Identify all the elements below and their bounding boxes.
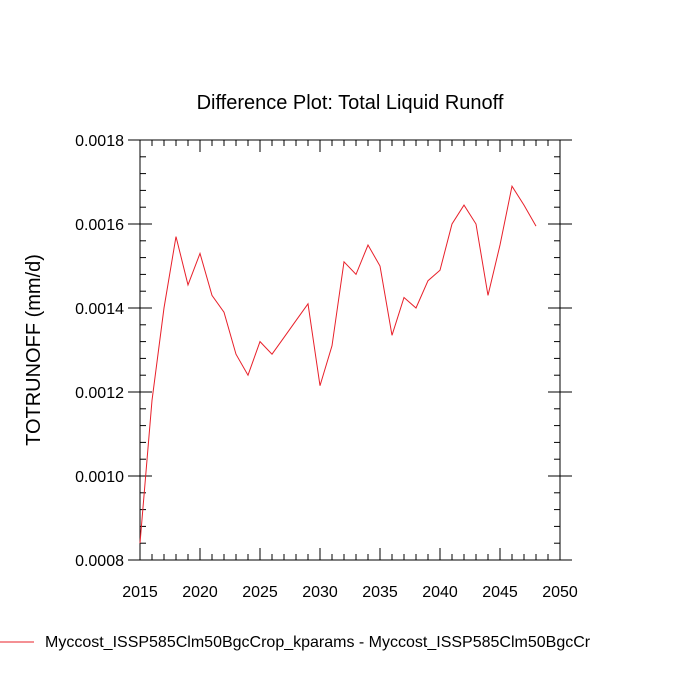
x-tick-label: 2040 bbox=[422, 584, 458, 601]
axis-ticks bbox=[128, 139, 572, 561]
y-tick-label: 0.0016 bbox=[75, 217, 124, 234]
x-tick-label: 2035 bbox=[362, 584, 398, 601]
y-axis-label: TOTRUNOFF (mm/d) bbox=[23, 254, 45, 446]
legend: Myccost_ISSP585Clm50BgcCrop_kparams - My… bbox=[0, 634, 591, 651]
y-tick-label: 0.0014 bbox=[75, 301, 124, 318]
x-tick-label: 2015 bbox=[122, 584, 158, 601]
y-tick-labels: 0.0008 0.0010 0.0012 0.0014 0.0016 0.0018 bbox=[75, 133, 124, 570]
y-tick-label: 0.0012 bbox=[75, 385, 124, 402]
x-tick-label: 2030 bbox=[302, 584, 338, 601]
x-tick-labels: 2015 2020 2025 2030 2035 2040 2045 2050 bbox=[122, 584, 578, 601]
legend-label: Myccost_ISSP585Clm50BgcCrop_kparams - My… bbox=[45, 634, 591, 651]
series-group bbox=[139, 184, 537, 544]
series-line bbox=[139, 184, 537, 544]
chart-title: Difference Plot: Total Liquid Runoff bbox=[197, 92, 504, 114]
y-tick-label: 0.0018 bbox=[75, 133, 124, 150]
x-tick-label: 2020 bbox=[182, 584, 218, 601]
y-tick-label: 0.0008 bbox=[75, 553, 124, 570]
plot-frame bbox=[139, 139, 561, 561]
x-tick-label: 2050 bbox=[542, 584, 578, 601]
x-tick-label: 2025 bbox=[242, 584, 278, 601]
y-tick-label: 0.0010 bbox=[75, 469, 124, 486]
x-tick-label: 2045 bbox=[482, 584, 518, 601]
